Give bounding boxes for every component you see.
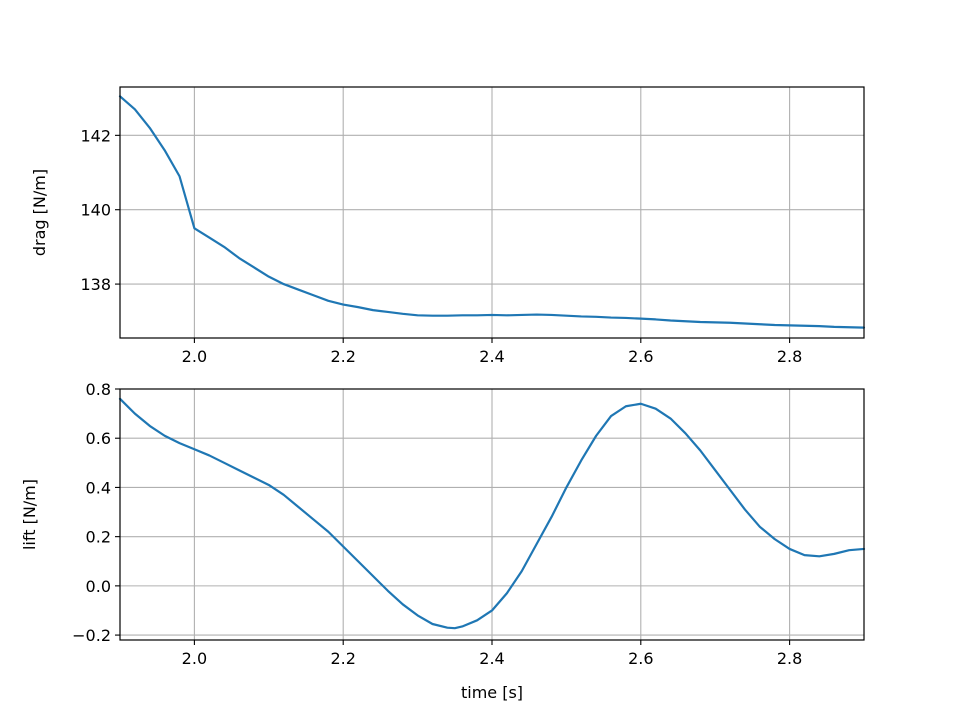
x-tick-label: 2.2 [330, 347, 355, 366]
y-tick-label: 0.4 [86, 478, 111, 497]
y-tick-label: −0.2 [72, 626, 111, 645]
x-tick-label: 2.4 [479, 649, 504, 668]
series-line [118, 397, 866, 630]
y-tick-label: 138 [80, 275, 111, 294]
subplot-1: 2.0 2.2 2.4 2.6 2.8 138 140 142 drag [N/m] [30, 86, 866, 366]
y-tick-label: 0.8 [86, 380, 111, 399]
series-line [118, 95, 866, 329]
y-axis-label: lift [N/m] [20, 479, 39, 550]
x-tick-label: 2.6 [628, 649, 653, 668]
y-tick-label: 0.6 [86, 429, 111, 448]
x-tick-label: 2.0 [182, 649, 207, 668]
y-axis-label: drag [N/m] [30, 169, 49, 256]
y-tick-label: 0.2 [86, 528, 111, 547]
x-tick-label: 2.8 [777, 649, 802, 668]
x-tick-label: 2.6 [628, 347, 653, 366]
y-tick-label: 0.0 [86, 577, 111, 596]
subplot-2: 2.0 2.2 2.4 2.6 2.8 −0.2 0.0 0.2 0.4 0.6 0.8 lift [… [20, 380, 866, 702]
y-tick-label: 140 [80, 201, 111, 220]
y-tick-label: 142 [80, 126, 111, 145]
x-axis-label: time [s] [461, 683, 523, 702]
x-tick-label: 2.8 [777, 347, 802, 366]
x-tick-label: 2.0 [182, 347, 207, 366]
x-tick-label: 2.4 [479, 347, 504, 366]
x-tick-label: 2.2 [330, 649, 355, 668]
